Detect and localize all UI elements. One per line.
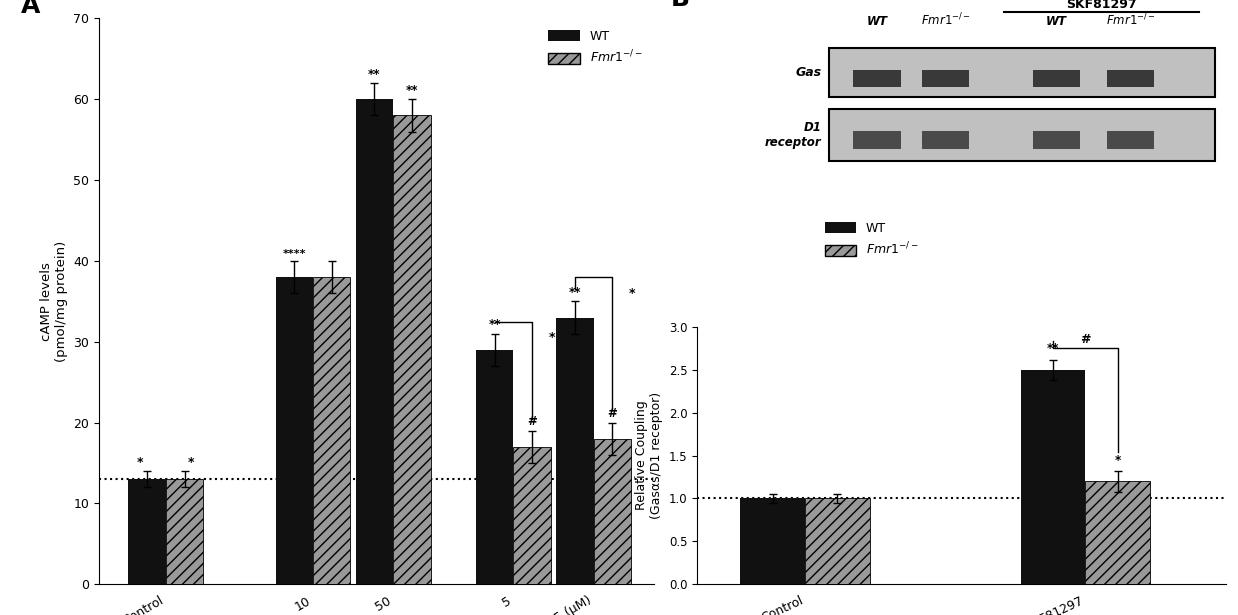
Bar xyxy=(129,479,166,584)
Text: A: A xyxy=(21,0,41,18)
Text: $Fmr1^{-/-}$: $Fmr1^{-/-}$ xyxy=(1106,12,1155,28)
Bar xyxy=(853,70,901,87)
Text: *: * xyxy=(188,456,194,469)
Bar xyxy=(1032,132,1081,149)
Bar xyxy=(477,350,514,584)
Bar xyxy=(829,109,1214,161)
Text: *: * xyxy=(1114,454,1120,467)
Bar xyxy=(1107,132,1154,149)
Bar xyxy=(514,447,551,584)
Y-axis label: cAMP levels
(pmol/mg protein): cAMP levels (pmol/mg protein) xyxy=(40,240,68,362)
Text: *: * xyxy=(137,456,144,469)
Bar xyxy=(1086,482,1150,584)
Bar xyxy=(829,48,1214,97)
Text: SKF81297: SKF81297 xyxy=(1066,0,1136,11)
Bar xyxy=(922,70,969,87)
Bar xyxy=(276,277,313,584)
Text: D1
receptor: D1 receptor xyxy=(765,121,821,149)
Legend: WT, $Fmr1^{-/-}$: WT, $Fmr1^{-/-}$ xyxy=(543,25,647,71)
Y-axis label: Relative Coupling
(Gasαs/D1 receptor): Relative Coupling (Gasαs/D1 receptor) xyxy=(635,392,664,519)
Text: **: ** xyxy=(406,84,418,97)
Bar xyxy=(805,499,870,584)
Text: ****: **** xyxy=(282,248,306,258)
Text: **: ** xyxy=(489,318,501,331)
Bar xyxy=(313,277,350,584)
Bar xyxy=(594,438,631,584)
Text: $Fmr1^{-/-}$: $Fmr1^{-/-}$ xyxy=(921,12,971,28)
Text: Gas: Gas xyxy=(795,66,821,79)
Bar xyxy=(355,99,394,584)
Text: **: ** xyxy=(368,68,381,81)
Text: #: # xyxy=(1081,333,1091,346)
Bar xyxy=(853,132,901,149)
Text: B: B xyxy=(671,0,690,11)
Bar xyxy=(1107,70,1154,87)
Bar xyxy=(922,132,969,149)
Text: WT: WT xyxy=(867,15,888,28)
Bar xyxy=(740,499,805,584)
Bar xyxy=(1020,370,1086,584)
Text: #: # xyxy=(527,415,537,428)
Text: **: ** xyxy=(1047,342,1060,355)
Text: *: * xyxy=(548,331,555,344)
Text: **: ** xyxy=(568,286,582,299)
Bar xyxy=(394,116,431,584)
Text: WT: WT xyxy=(1046,15,1067,28)
Text: *: * xyxy=(629,287,635,300)
Text: #: # xyxy=(608,407,618,420)
Bar xyxy=(1032,70,1081,87)
Bar xyxy=(166,479,203,584)
Bar xyxy=(556,317,594,584)
Legend: WT, $Fmr1^{-/-}$: WT, $Fmr1^{-/-}$ xyxy=(820,217,924,263)
